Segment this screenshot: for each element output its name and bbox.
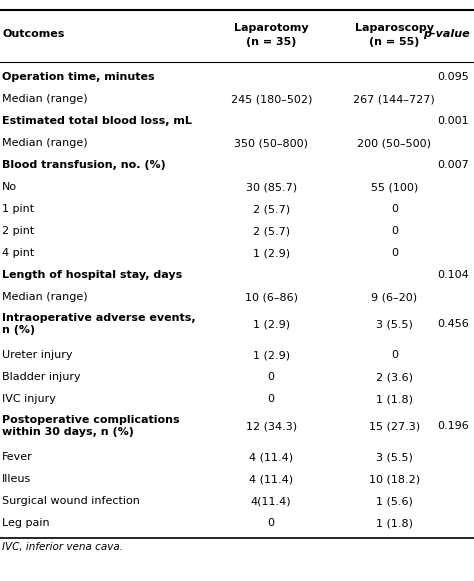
Text: 10 (6–86): 10 (6–86) (245, 292, 298, 302)
Text: 0.456: 0.456 (438, 319, 469, 329)
Text: Laparoscopy: Laparoscopy (355, 23, 434, 33)
Text: Blood transfusion, no. (%): Blood transfusion, no. (%) (2, 160, 166, 170)
Text: 0.007: 0.007 (438, 160, 469, 170)
Text: 0: 0 (391, 248, 398, 258)
Text: 0.095: 0.095 (438, 72, 469, 82)
Text: Leg pain: Leg pain (2, 518, 50, 528)
Text: 1 (1.8): 1 (1.8) (376, 518, 413, 528)
Text: 4 (11.4): 4 (11.4) (249, 474, 293, 484)
Text: 1 (2.9): 1 (2.9) (253, 350, 290, 360)
Text: Ureter injury: Ureter injury (2, 350, 73, 360)
Text: 0.196: 0.196 (438, 421, 469, 431)
Text: 0: 0 (391, 350, 398, 360)
Text: 0: 0 (268, 518, 275, 528)
Text: IVC injury: IVC injury (2, 394, 56, 404)
Text: Median (range): Median (range) (2, 138, 88, 148)
Text: Illeus: Illeus (2, 474, 32, 484)
Text: 0: 0 (268, 394, 275, 404)
Text: 1 pint: 1 pint (2, 204, 35, 214)
Text: 3 (5.5): 3 (5.5) (376, 319, 413, 329)
Text: 0: 0 (391, 226, 398, 236)
Text: Median (range): Median (range) (2, 292, 88, 302)
Text: 1 (2.9): 1 (2.9) (253, 248, 290, 258)
Text: Intraoperative adverse events,: Intraoperative adverse events, (2, 313, 196, 323)
Text: 200 (50–500): 200 (50–500) (357, 138, 431, 148)
Text: 0.001: 0.001 (438, 116, 469, 126)
Text: 0.104: 0.104 (438, 270, 469, 280)
Text: 4 (11.4): 4 (11.4) (249, 452, 293, 462)
Text: Bladder injury: Bladder injury (2, 372, 81, 382)
Text: 2 (3.6): 2 (3.6) (376, 372, 413, 382)
Text: Fever: Fever (2, 452, 33, 462)
Text: 12 (34.3): 12 (34.3) (246, 421, 297, 431)
Text: Length of hospital stay, days: Length of hospital stay, days (2, 270, 182, 280)
Text: Postoperative complications: Postoperative complications (2, 415, 180, 425)
Text: Outcomes: Outcomes (2, 29, 65, 39)
Text: 1 (1.8): 1 (1.8) (376, 394, 413, 404)
Text: Laparotomy: Laparotomy (234, 23, 309, 33)
Text: within 30 days, n (%): within 30 days, n (%) (2, 427, 134, 437)
Text: 3 (5.5): 3 (5.5) (376, 452, 413, 462)
Text: 2 (5.7): 2 (5.7) (253, 226, 290, 236)
Text: 0: 0 (391, 204, 398, 214)
Text: 1 (2.9): 1 (2.9) (253, 319, 290, 329)
Text: No: No (2, 182, 18, 192)
Text: 0: 0 (268, 372, 275, 382)
Text: 4(11.4): 4(11.4) (251, 496, 292, 506)
Text: 2 (5.7): 2 (5.7) (253, 204, 290, 214)
Text: 10 (18.2): 10 (18.2) (369, 474, 420, 484)
Text: 9 (6–20): 9 (6–20) (371, 292, 418, 302)
Text: 267 (144–727): 267 (144–727) (354, 94, 435, 104)
Text: 1 (5.6): 1 (5.6) (376, 496, 413, 506)
Text: Median (range): Median (range) (2, 94, 88, 104)
Text: 245 (180–502): 245 (180–502) (230, 94, 312, 104)
Text: 55 (100): 55 (100) (371, 182, 418, 192)
Text: 350 (50–800): 350 (50–800) (234, 138, 308, 148)
Text: 4 pint: 4 pint (2, 248, 35, 258)
Text: Surgical wound infection: Surgical wound infection (2, 496, 140, 506)
Text: Operation time, minutes: Operation time, minutes (2, 72, 155, 82)
Text: n (%): n (%) (2, 325, 36, 335)
Text: p-value: p-value (423, 29, 469, 39)
Text: Estimated total blood loss, mL: Estimated total blood loss, mL (2, 116, 192, 126)
Text: (n = 55): (n = 55) (369, 37, 419, 47)
Text: IVC, inferior vena cava.: IVC, inferior vena cava. (2, 542, 123, 552)
Text: 2 pint: 2 pint (2, 226, 35, 236)
Text: (n = 35): (n = 35) (246, 37, 296, 47)
Text: 15 (27.3): 15 (27.3) (369, 421, 420, 431)
Text: 30 (85.7): 30 (85.7) (246, 182, 297, 192)
